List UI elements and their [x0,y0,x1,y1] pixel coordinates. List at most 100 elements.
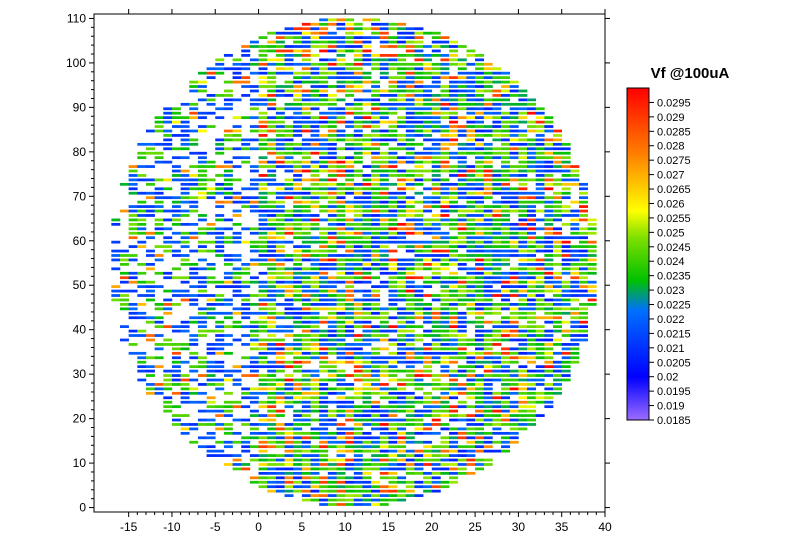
heatmap-cell [449,396,459,400]
heatmap-cell [275,71,285,75]
heatmap-cell [293,178,303,182]
heatmap-cell [405,196,415,200]
heatmap-cell [362,463,372,466]
heatmap-cell [535,116,545,120]
heatmap-cell [388,258,398,262]
heatmap-cell [535,196,545,200]
heatmap-cell [345,200,355,204]
heatmap-cell [388,151,398,155]
heatmap-cell [301,374,311,377]
heatmap-cell [379,151,389,155]
heatmap-cell [544,303,554,306]
heatmap-cell [232,325,242,329]
heatmap-cell [553,276,562,280]
heatmap-cell [388,125,398,128]
heatmap-cell [249,458,259,462]
heatmap-cell [267,151,277,155]
heatmap-cell [501,440,511,444]
heatmap-cell [345,80,355,84]
heatmap-cell [518,347,528,351]
heatmap-cell [336,245,346,248]
heatmap-cell [423,351,433,355]
heatmap-cell [145,209,155,213]
heatmap-cell [301,343,311,346]
heatmap-cell [449,276,459,280]
heatmap-cell [544,222,554,226]
heatmap-cell [388,160,398,164]
heatmap-cell [527,289,537,293]
heatmap-cell [483,400,493,404]
heatmap-cell [397,54,407,57]
heatmap-cell [293,391,303,395]
heatmap-cell [388,316,398,320]
heatmap-cell [431,445,441,449]
heatmap-cell [275,445,285,449]
heatmap-cell [449,480,459,484]
heatmap-cell [301,249,311,253]
heatmap-cell [180,414,190,417]
heatmap-cell [310,214,320,217]
heatmap-cell [414,240,424,244]
heatmap-cell [284,94,294,97]
heatmap-cell [405,222,415,226]
heatmap-cell [561,369,571,373]
heatmap-cell [154,187,164,191]
heatmap-cell [509,303,519,306]
heatmap-cell [171,378,181,382]
heatmap-cell [362,294,372,297]
heatmap-cell [518,245,528,248]
heatmap-cell [388,391,398,395]
heatmap-cell [319,360,329,364]
heatmap-cell [397,263,407,266]
heatmap-cell [440,480,450,484]
heatmap-cell [431,467,441,471]
heatmap-cell [475,387,485,391]
heatmap-cell [440,129,450,133]
heatmap-cell [180,387,190,391]
heatmap-cell [414,276,424,280]
heatmap-cell [362,365,372,369]
heatmap-cell [137,218,147,222]
heatmap-cell [535,187,545,191]
heatmap-cell [206,405,216,409]
heatmap-cell [405,280,415,284]
heatmap-cell [310,36,320,39]
heatmap-cell [345,329,355,333]
heatmap-cell [284,27,294,31]
heatmap-cell [457,182,467,186]
heatmap-cell [180,258,190,262]
heatmap-cell [561,271,571,275]
heatmap-cell [154,205,164,208]
heatmap-cell [241,227,251,231]
heatmap-cell [275,427,285,431]
heatmap-cell [284,54,294,57]
heatmap-cell [362,236,372,240]
heatmap-cell [275,347,285,351]
heatmap-cell [423,276,433,280]
heatmap-cell [475,267,485,271]
heatmap-cell [371,174,381,177]
heatmap-cell [327,196,337,200]
heatmap-cell [197,360,207,364]
heatmap-cell [362,174,372,177]
heatmap-cell [475,214,485,217]
heatmap-cell [423,391,433,395]
heatmap-cell [379,396,389,400]
heatmap-cell [440,409,450,413]
heatmap-cell [449,414,459,417]
heatmap-cell [466,254,476,257]
heatmap-cell [223,285,233,288]
heatmap-cell [327,365,337,369]
heatmap-cell [501,396,511,400]
heatmap-cell [327,298,337,302]
heatmap-cell [267,467,277,471]
heatmap-cell [561,263,571,266]
heatmap-cell [501,263,511,266]
heatmap-cell [267,276,277,280]
heatmap-cell [457,316,467,320]
heatmap-cell [232,76,242,80]
heatmap-cell [128,187,138,191]
heatmap-cell [249,294,259,297]
heatmap-cell [466,369,476,373]
heatmap-cell [336,196,346,200]
